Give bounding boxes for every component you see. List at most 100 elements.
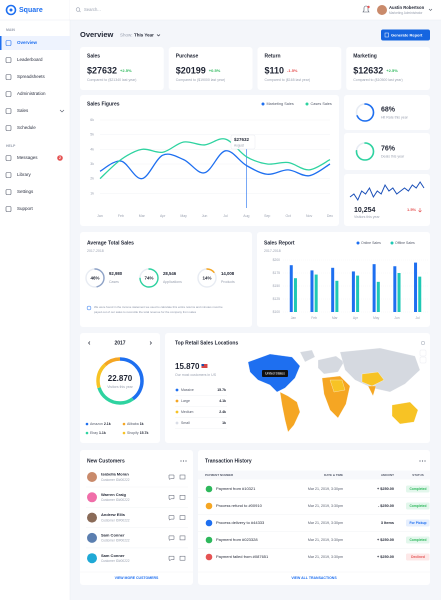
nav-item[interactable]: Settings (17, 189, 34, 194)
chart-title: Sales Report (264, 240, 295, 246)
tooltip-value: $27632 (234, 137, 250, 142)
legend-dot (175, 399, 179, 403)
next-arrow[interactable] (149, 341, 152, 345)
more-dot (180, 460, 182, 462)
prev-arrow[interactable] (88, 341, 91, 345)
mail-icon[interactable] (179, 474, 186, 480)
tier-value: 4.1k (219, 399, 226, 403)
status-label: Completed (409, 487, 426, 491)
legend-dot (305, 102, 309, 106)
chat-icon[interactable] (168, 555, 175, 562)
mail-icon[interactable] (179, 555, 186, 561)
source-value: 2.1k (104, 422, 111, 426)
nav-item[interactable]: Administration (17, 91, 46, 96)
customer-name: Warren Craig (101, 492, 127, 497)
note-text: payed out of our sales to reconcile the … (94, 310, 197, 314)
nav-item[interactable]: Messages (17, 155, 38, 160)
x-tick-label: Sep (264, 214, 270, 218)
zoom-in[interactable] (419, 349, 427, 357)
stat-change: +0.5% (209, 68, 221, 73)
status-label: Completed (409, 538, 426, 542)
ring-label: 74% (144, 275, 153, 280)
mail-icon[interactable] (179, 495, 186, 500)
legend-dot (175, 410, 179, 414)
y-tick-label: 4k (90, 147, 94, 151)
stat-title: Purchase (176, 53, 199, 59)
transactions-card (198, 450, 430, 585)
footer-link[interactable]: VIEW MORE CUSTOMERS (115, 576, 159, 580)
badge-count: 2 (59, 156, 61, 160)
filter-value[interactable]: This Year (134, 33, 154, 38)
avatar[interactable] (377, 5, 387, 15)
nav-item[interactable]: Library (17, 172, 32, 177)
nav-icon (5, 57, 12, 63)
metric-value: 28,546 (163, 271, 177, 276)
column-header: DATE & TIME (324, 473, 343, 477)
zoom-out[interactable] (419, 356, 427, 364)
logo-text: Square (19, 7, 43, 14)
payment-amount: + $250.00 (377, 538, 394, 542)
mail-icon[interactable] (179, 535, 186, 541)
mail-icon[interactable] (179, 515, 186, 520)
bar (351, 271, 355, 312)
map-region (317, 355, 345, 375)
nav-icon (5, 74, 12, 80)
nav-item[interactable]: Overview (17, 40, 38, 45)
nav-item[interactable]: Schedule (17, 125, 36, 130)
line-series (99, 150, 331, 180)
nav-item[interactable]: Leaderboard (17, 57, 43, 62)
ring-label: 46% (90, 275, 99, 280)
nav-item[interactable]: Support (17, 206, 34, 211)
payment-number: Payment failed from #087651 (216, 554, 269, 559)
card-title: New Customers (87, 458, 125, 464)
bell-icon[interactable] (362, 5, 370, 13)
search-input[interactable]: Search... (84, 7, 101, 12)
button[interactable] (381, 29, 430, 41)
nav-icon (5, 108, 12, 114)
customer-id: Customer ID#00222 (101, 518, 130, 522)
metric-value: 14,008 (221, 271, 235, 276)
row-icon (205, 536, 213, 544)
tier-value: 15.7k (217, 388, 226, 392)
legend-dot (261, 102, 265, 106)
map-region (329, 379, 346, 393)
legend-dot (122, 431, 126, 435)
column-header: AMOUNT (381, 473, 394, 477)
y-tick-label: $100 (273, 310, 281, 314)
source-name: Ebay (90, 431, 98, 435)
nav-item[interactable]: Sales (17, 108, 29, 113)
section-label: MAIN (6, 28, 15, 32)
nav-icon (5, 125, 12, 131)
footer-link[interactable]: VIEW ALL TRANSACTIONS (291, 576, 337, 580)
stat-value: $110 (265, 65, 285, 75)
kpi-label: Deals this year (381, 154, 405, 158)
bar (310, 270, 314, 312)
chat-icon[interactable] (168, 515, 175, 521)
tier-name: Large (181, 399, 190, 403)
chat-icon[interactable] (168, 495, 175, 501)
tier-name: Medium (181, 410, 194, 414)
map-region (391, 401, 419, 425)
payment-amount: - $250.00 (378, 504, 394, 508)
table-header (198, 470, 430, 480)
map-region (339, 347, 421, 393)
status-badge (406, 536, 430, 544)
logo-icon (5, 4, 17, 16)
nav-item[interactable]: Spreadsheets (17, 74, 46, 79)
section-label: HELP (6, 144, 16, 148)
sales-report-card (257, 232, 430, 327)
chat-icon[interactable] (168, 474, 175, 480)
button-label[interactable]: Generate Report (391, 32, 423, 37)
visitor-ring-segment (96, 357, 144, 405)
stat-note: Compared to ($10500 last year) (353, 78, 402, 82)
row-icon (205, 553, 213, 561)
x-tick-label: Mar (139, 214, 146, 218)
button-icon (384, 32, 389, 38)
legend-label: Offline Sales (395, 241, 415, 245)
y-tick-label: 6k (90, 118, 94, 122)
legend-dot (85, 422, 89, 426)
search-icon (75, 7, 81, 12)
customer-id: Customer ID#00222 (101, 498, 130, 502)
stat-title: Sales (87, 53, 100, 59)
chat-icon[interactable] (168, 535, 175, 541)
